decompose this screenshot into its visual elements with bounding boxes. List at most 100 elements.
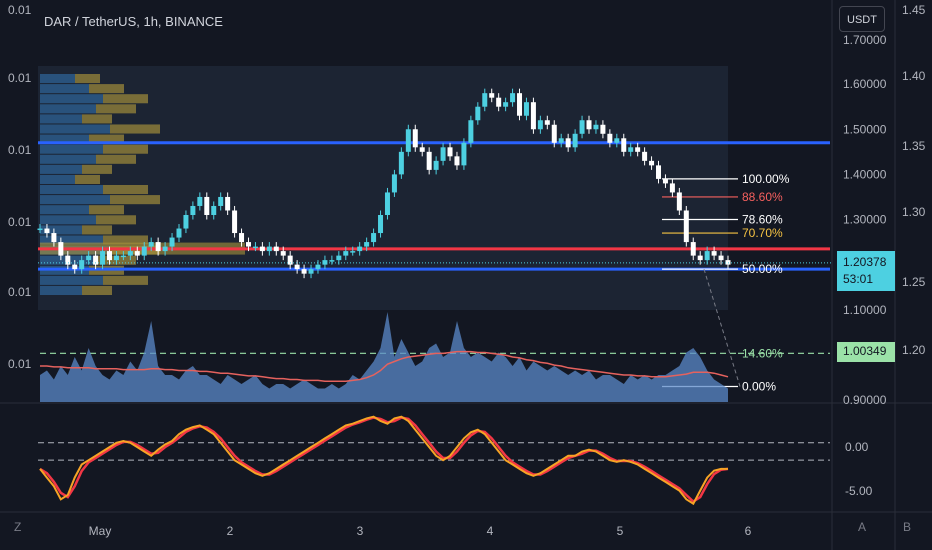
- candle-body: [433, 160, 439, 170]
- volume-profile-bar: [40, 164, 82, 174]
- candle-body: [357, 246, 363, 252]
- candle-body: [266, 246, 272, 252]
- time-axis-label: 6: [745, 524, 752, 538]
- volume-profile-bar: [103, 144, 148, 154]
- candle-body: [503, 102, 509, 107]
- candle-body: [669, 183, 675, 193]
- candle-body: [371, 233, 377, 243]
- volume-profile-bar: [40, 174, 75, 184]
- candle-body: [79, 260, 85, 270]
- volume-profile-bar: [103, 94, 148, 104]
- candle-body: [475, 106, 481, 121]
- candle-body: [440, 147, 446, 161]
- candle-body: [454, 156, 460, 166]
- candle-body: [148, 242, 154, 247]
- volume-profile-bar: [40, 185, 103, 195]
- left-axis-label: 0.01: [8, 71, 32, 85]
- candle-body: [232, 210, 238, 234]
- volume-profile-bar: [89, 205, 124, 215]
- time-axis-label: 3: [357, 524, 364, 538]
- left-axis-label: 0.01: [8, 215, 32, 229]
- candle-body: [510, 93, 516, 103]
- price-axis-label: 1.40000: [843, 167, 887, 181]
- candle-body: [447, 147, 453, 157]
- volume-profile-bar: [110, 124, 160, 134]
- candle-body: [308, 269, 314, 274]
- candle-body: [378, 215, 384, 234]
- volume-profile-bar: [40, 94, 103, 104]
- volume-profile-bar: [40, 195, 110, 205]
- candle-body: [176, 228, 182, 238]
- candle-body: [711, 251, 717, 256]
- zoom-corner-button[interactable]: Z: [14, 520, 22, 534]
- time-axis-label: 5: [617, 524, 624, 538]
- candle-body: [239, 233, 245, 243]
- candle-body: [558, 138, 564, 143]
- right-axis-label: 1.35: [902, 139, 926, 153]
- price-axis-label: 1.70000: [843, 33, 887, 47]
- candle-body: [134, 251, 140, 256]
- candle-body: [287, 255, 293, 265]
- candle-body: [141, 246, 147, 256]
- volume-area: [40, 312, 728, 402]
- left-axis-label: 0.01: [8, 357, 32, 371]
- candle-body: [391, 174, 397, 193]
- candle-body: [127, 251, 133, 256]
- time-axis-label: May: [89, 524, 112, 538]
- candle-body: [93, 255, 99, 265]
- candle-body: [343, 251, 349, 256]
- candle-body: [489, 93, 495, 98]
- candle-body: [530, 102, 536, 130]
- left-axis-label: 0.01: [8, 285, 32, 299]
- osc-k-line: [39, 415, 728, 506]
- symbol-title[interactable]: DAR / TetherUS, 1h, BINANCE: [44, 14, 223, 29]
- candle-body: [718, 255, 724, 261]
- price-axis-label: 1.60000: [843, 77, 887, 91]
- volume-profile-bar: [40, 124, 110, 134]
- fib-label: 78.60%: [742, 213, 783, 227]
- candle-body: [51, 233, 57, 243]
- candle-body: [204, 196, 210, 215]
- candle-body: [600, 124, 606, 134]
- candle-body: [44, 228, 50, 234]
- volume-profile-bar: [40, 104, 96, 114]
- candle-body: [197, 196, 203, 206]
- right-axis-label: 1.40: [902, 69, 926, 83]
- currency-selector[interactable]: USDT: [839, 6, 885, 32]
- candle-body: [468, 120, 474, 143]
- candle-body: [704, 251, 710, 261]
- volume-profile-bar: [40, 205, 89, 215]
- volume-profile-bar: [82, 114, 112, 124]
- volume-profile-bar: [103, 185, 148, 195]
- fib-label: 88.60%: [742, 190, 783, 204]
- candle-body: [683, 210, 689, 243]
- candle-body: [662, 178, 668, 184]
- candle-body: [649, 160, 655, 166]
- candle-body: [259, 246, 265, 252]
- price-axis-label: 1.30000: [843, 213, 887, 227]
- candle-body: [100, 251, 106, 265]
- fib-label: 14.60%: [742, 346, 783, 360]
- candle-body: [384, 192, 390, 215]
- candle-body: [58, 242, 64, 256]
- price-axis-label: 0.90000: [843, 393, 887, 407]
- candle-body: [183, 215, 189, 229]
- candle-body: [628, 147, 634, 152]
- candle-body: [621, 138, 627, 152]
- candle-body: [190, 205, 196, 215]
- candle-body: [579, 120, 585, 134]
- log-scale-button[interactable]: B: [903, 520, 912, 534]
- volume-profile-bar: [40, 134, 89, 144]
- candle-body: [551, 124, 557, 143]
- right-axis-label: 1.45: [902, 3, 926, 17]
- volume-profile-bar: [82, 225, 112, 235]
- candle-body: [37, 228, 43, 231]
- candle-body: [565, 138, 571, 148]
- candle-body: [614, 138, 620, 143]
- candle-body: [218, 196, 224, 206]
- candle-body: [656, 165, 662, 179]
- auto-scale-button[interactable]: A: [858, 520, 867, 534]
- candle-body: [273, 246, 279, 252]
- candle-body: [294, 264, 300, 270]
